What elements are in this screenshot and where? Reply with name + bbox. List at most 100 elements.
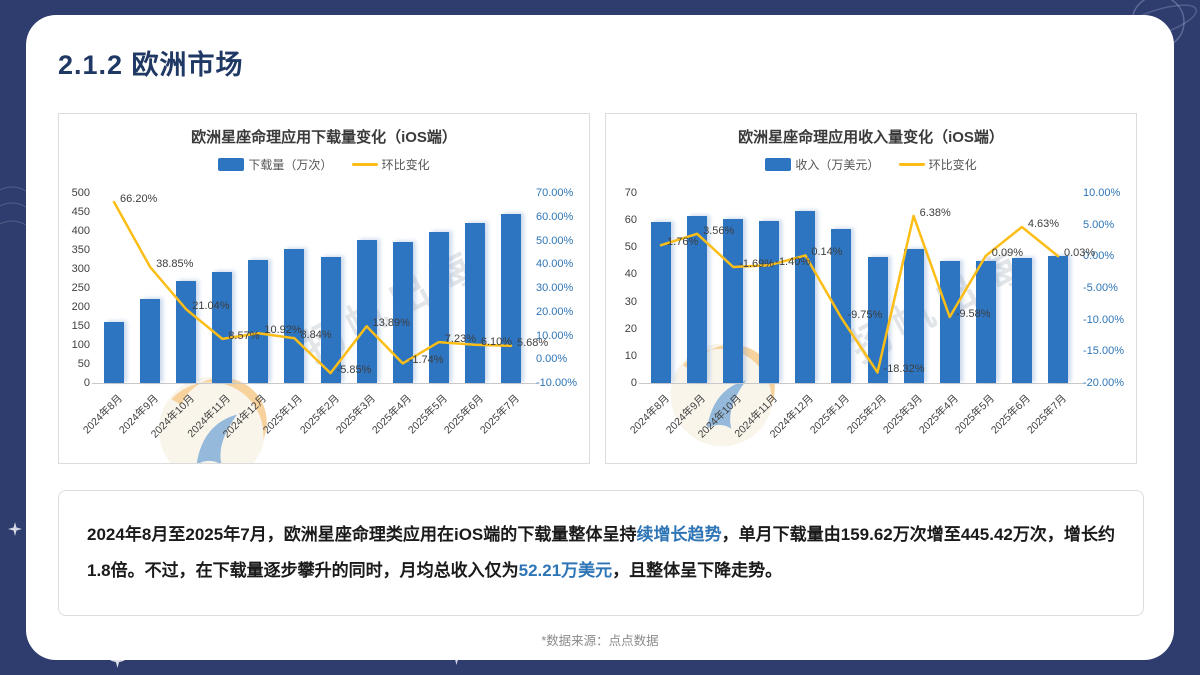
legend-label-mom-change: 环比变化 <box>381 158 430 172</box>
slide-card: 2.1.2 欧洲市场 扬帆出海 欧洲星座命理应用下载量变化（iOS端） 下载量（… <box>26 15 1174 660</box>
left-axis-tick: 350 <box>71 244 90 256</box>
bar <box>212 272 233 383</box>
line-data-label: -5.85% <box>336 364 372 377</box>
right-axis-tick: 0.00% <box>1083 250 1115 263</box>
legend-line-swatch <box>351 163 378 166</box>
line-data-label: 10.92% <box>264 324 302 337</box>
bar <box>795 211 816 383</box>
right-axis-tick: 70.00% <box>536 187 574 199</box>
x-axis-line <box>639 383 1084 384</box>
line-data-label: 0.03% <box>1063 247 1096 260</box>
bar <box>723 219 744 383</box>
bar <box>500 213 521 383</box>
line-data-label: 7.23% <box>444 333 476 346</box>
summary-box: 2024年8月至2025年7月，欧洲星座命理类应用在iOS端的下载量整体呈持续增… <box>58 490 1144 616</box>
summary-text: ，单月下载量由159.62万次增至445.42万次，增长约1.8倍。不过，在下载… <box>87 525 1115 580</box>
bar <box>759 221 780 383</box>
right-axis-tick: -20.00% <box>1083 377 1124 389</box>
line-data-label: 6.10% <box>480 335 513 348</box>
left-axis-tick: 0 <box>83 377 90 389</box>
left-axis-tick: 400 <box>71 225 90 237</box>
right-axis-tick: 10.00% <box>1083 187 1121 199</box>
left-axis-tick: 50 <box>77 358 90 370</box>
line-data-label: 4.63% <box>1027 218 1060 230</box>
bar <box>140 298 161 383</box>
right-axis-tick: 10.00% <box>536 329 574 342</box>
right-axis-tick: 60.00% <box>536 210 574 223</box>
line-data-label: 21.04% <box>192 300 230 313</box>
line-data-label: -9.58% <box>955 308 991 320</box>
left-axis-tick: 450 <box>71 206 90 218</box>
left-axis-tick: 150 <box>71 320 90 332</box>
line-data-label: -18.32% <box>883 363 925 376</box>
left-axis-tick: 40 <box>624 268 637 281</box>
left-axis-tick: 20 <box>624 322 637 335</box>
line-data-label: 3.56% <box>703 224 735 237</box>
legend-line-swatch <box>898 163 925 166</box>
line-data-label: -9.75% <box>847 309 883 322</box>
line-data-label: -1.69% <box>739 258 775 271</box>
right-axis-tick: 0.00% <box>536 353 568 366</box>
revenue-chart-panel: 扬帆出海 欧洲星座命理应用收入量变化（iOS端） 收入（万美元） 环比变化 01… <box>605 113 1137 464</box>
page-title: 2.1.2 欧洲市场 <box>58 50 244 80</box>
summary-highlight-trend: 续增长趋势 <box>636 525 722 544</box>
data-source-note: *数据来源：点点数据 <box>541 634 659 648</box>
bar <box>284 249 305 383</box>
bar <box>176 281 197 383</box>
left-axis-tick: 70 <box>624 187 637 199</box>
line-data-label: 5.68% <box>516 336 549 349</box>
left-axis-tick: 30 <box>624 295 637 308</box>
chart-title: 欧洲星座命理应用下载量变化（iOS端） <box>191 129 457 146</box>
legend-label-downloads: 下载量（万次） <box>248 158 333 172</box>
left-axis-tick: 60 <box>624 214 637 227</box>
left-axis-tick: 500 <box>71 187 90 199</box>
right-axis-tick: 50.00% <box>536 234 574 247</box>
left-axis-tick: 0 <box>630 377 637 389</box>
right-axis-tick: -10.00% <box>1083 313 1124 326</box>
legend-label-revenue: 收入（万美元） <box>795 158 880 172</box>
left-axis-tick: 10 <box>624 349 637 362</box>
right-axis-tick: -5.00% <box>1083 282 1118 294</box>
bar <box>104 322 125 383</box>
right-axis-tick: 20.00% <box>536 305 574 318</box>
line-data-label: 6.38% <box>919 206 951 219</box>
summary-text: 2024年8月至2025年7月，欧洲星座命理类应用在iOS端的下载量整体呈持 <box>87 525 637 544</box>
bar <box>248 260 269 383</box>
legend-bar-swatch <box>765 158 792 171</box>
right-axis-tick: 40.00% <box>536 258 574 271</box>
watermark-logo-icon <box>158 376 267 463</box>
left-axis-tick: 100 <box>71 339 90 351</box>
line-data-label: 38.85% <box>156 257 194 270</box>
chart-legend: 下载量（万次） 环比变化 <box>59 156 589 173</box>
bar <box>939 261 960 383</box>
right-axis-tick: 5.00% <box>1083 218 1115 231</box>
right-axis-tick: -10.00% <box>536 377 577 389</box>
bar <box>1011 257 1032 383</box>
left-axis-tick: 50 <box>624 241 637 254</box>
line-data-label: 8.57% <box>228 329 260 342</box>
chart-legend: 收入（万美元） 环比变化 <box>606 156 1136 173</box>
bar <box>356 239 377 383</box>
legend-label-mom-change: 环比变化 <box>928 158 977 172</box>
x-axis-line <box>92 383 537 384</box>
right-axis-tick: 30.00% <box>536 282 574 294</box>
right-axis-tick: -15.00% <box>1083 345 1124 358</box>
legend-bar-swatch <box>218 158 245 171</box>
summary-text: ，且整体呈下降走势。 <box>612 561 783 580</box>
line-data-label: 0.09% <box>991 246 1023 259</box>
star-icon <box>8 522 22 536</box>
line-data-label: -1.74% <box>408 354 444 367</box>
line-data-label: 0.14% <box>811 246 843 259</box>
chart-title: 欧洲星座命理应用收入量变化（iOS端） <box>738 129 1004 146</box>
left-axis-tick: 250 <box>71 282 90 294</box>
bar <box>464 222 485 383</box>
downloads-chart-panel: 扬帆出海 欧洲星座命理应用下载量变化（iOS端） 下载量（万次） 环比变化 05… <box>58 113 590 464</box>
line-data-label: 13.89% <box>372 317 410 330</box>
left-axis-tick: 300 <box>71 263 90 275</box>
line-data-label: 66.20% <box>120 193 158 206</box>
bar <box>975 261 996 383</box>
line-data-label: -1.40% <box>775 256 811 269</box>
line-data-label: 8.84% <box>300 329 332 342</box>
bar <box>1047 255 1068 383</box>
line-data-label: 1.76% <box>667 236 699 249</box>
